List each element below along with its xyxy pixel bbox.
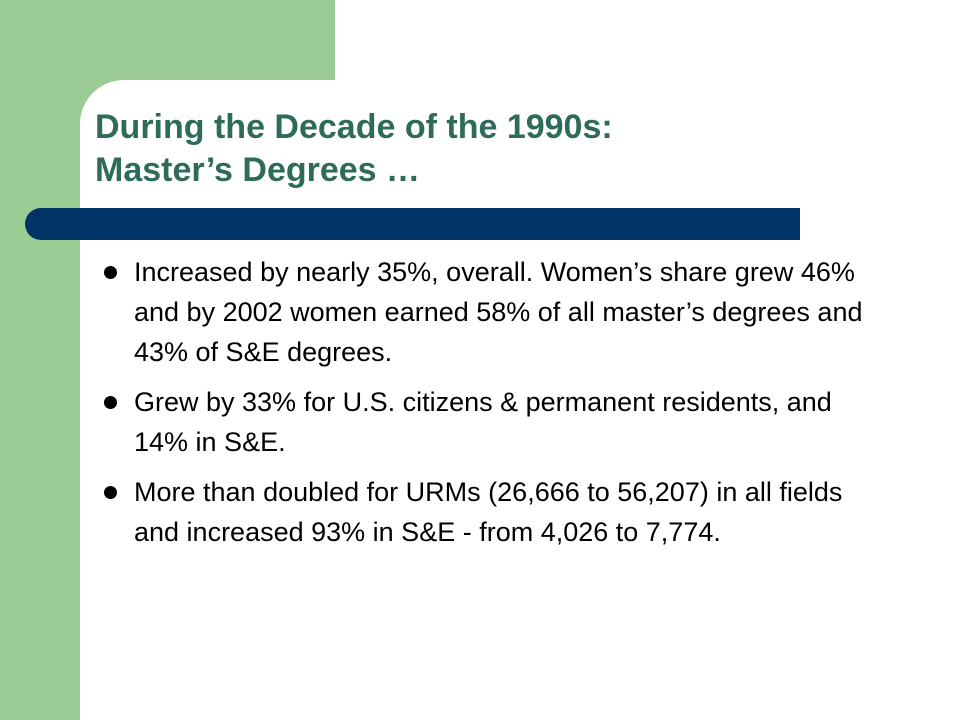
slide-title: During the Decade of the 1990s: Master’s…	[95, 106, 613, 192]
bullet-list: Increased by nearly 35%, overall. Women’…	[100, 252, 880, 562]
title-rule	[25, 208, 800, 240]
content-area	[80, 80, 960, 720]
bullet: Increased by nearly 35%, overall. Women’…	[100, 252, 880, 372]
bullet: More than doubled for URMs (26,666 to 56…	[100, 472, 880, 552]
title-line: Master’s Degrees …	[95, 151, 421, 189]
green-band-left	[0, 0, 80, 720]
title-line: During the Decade of the 1990s:	[95, 108, 613, 146]
bullet: Grew by 33% for U.S. citizens & permanen…	[100, 382, 880, 462]
